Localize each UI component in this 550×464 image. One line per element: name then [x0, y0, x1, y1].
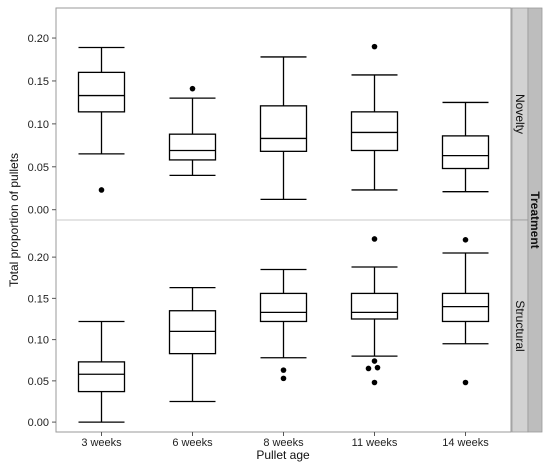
- y-tick-label: 0.05: [28, 162, 49, 174]
- x-tick-label: 8 weeks: [263, 437, 304, 449]
- outlier-point: [98, 187, 105, 193]
- x-tick-label: 11 weeks: [352, 437, 398, 449]
- y-tick-label: 0.10: [28, 335, 49, 347]
- y-axis-title: Total proportion of pullets: [7, 153, 21, 287]
- y-tick-label: 0.20: [28, 33, 49, 45]
- strip-label-treatment: Treatment: [528, 191, 542, 248]
- outlier-point: [280, 375, 287, 382]
- y-tick-label: 0.15: [28, 293, 49, 305]
- box-iqr: [350, 111, 399, 152]
- box-iqr: [77, 361, 126, 393]
- x-axis-title: Pullet age: [256, 448, 310, 462]
- box-iqr: [168, 133, 217, 161]
- chart-marks: 0.00 0.05 0.10 0.15 0.20 0.00 0.05 0.10 0.15 0.20…: [28, 33, 490, 449]
- y-tick-label: 0.15: [28, 76, 49, 88]
- outlier-point: [374, 364, 381, 371]
- y-tick-label: 0.20: [28, 252, 49, 264]
- x-tick-label: 14 weeks: [442, 437, 489, 449]
- y-tick-label: 0.00: [28, 417, 49, 429]
- strip-label-structural: Structural: [513, 300, 527, 351]
- outlier-point: [280, 367, 287, 373]
- strip-label-novelty: Novelty: [513, 94, 527, 134]
- box-iqr: [259, 105, 308, 152]
- box-iqr: [168, 310, 217, 355]
- outlier-point: [365, 365, 372, 372]
- outlier-point: [371, 379, 378, 386]
- box-iqr: [441, 292, 490, 323]
- y-tick-label: 0.10: [28, 119, 49, 131]
- outlier-point: [371, 358, 378, 364]
- strip-treatment: [527, 7, 543, 433]
- outlier-point: [189, 85, 196, 92]
- box-iqr: [441, 135, 490, 170]
- outlier-point: [371, 236, 378, 242]
- y-tick-label: 0.05: [28, 376, 49, 388]
- x-tick-label: 3 weeks: [81, 437, 122, 449]
- x-tick-label: 6 weeks: [172, 437, 213, 449]
- outlier-point: [462, 379, 469, 386]
- outlier-point: [371, 43, 378, 50]
- outlier-point: [462, 236, 469, 243]
- box-iqr: [350, 292, 399, 320]
- box-iqr: [77, 71, 126, 113]
- y-tick-label: 0.00: [28, 205, 49, 217]
- box-iqr: [259, 292, 308, 323]
